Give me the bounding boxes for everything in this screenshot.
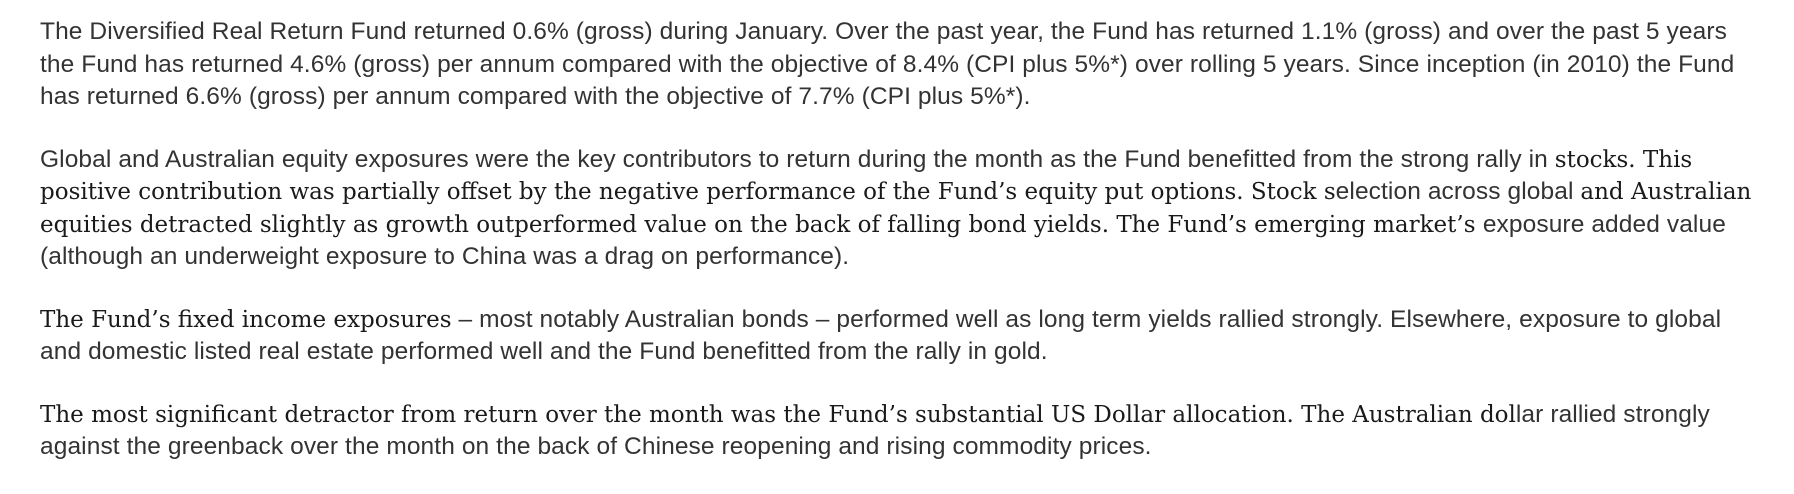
paragraph-equity-exposures: Global and Australian equity exposures w… <box>40 144 1760 274</box>
text-segment: The most significant detractor from retu… <box>40 401 1516 428</box>
text-segment: stocks. This positive contribution was p… <box>40 146 1693 206</box>
paragraph-fixed-income: The Fund’s fixed income exposures – most… <box>40 304 1760 369</box>
text-segment: – most notably Australian bonds – perfor… <box>40 305 1722 366</box>
paragraph-fund-returns: The Diversified Real Return Fund returne… <box>40 16 1760 114</box>
paragraph-currency-detractor: The most significant detractor from retu… <box>40 399 1760 464</box>
text-segment: The Diversified Real Return Fund returne… <box>40 18 1735 110</box>
text-segment: Global and Australian equity exposures w… <box>40 145 1555 173</box>
text-segment: election across global <box>1335 178 1581 205</box>
document-body: The Diversified Real Return Fund returne… <box>40 16 1760 494</box>
text-segment: exposure added value (although an underw… <box>40 210 1726 271</box>
text-segment: The Fund’s fixed income exposures <box>40 306 452 333</box>
text-segment: lar rallied strongly against the greenba… <box>40 400 1710 461</box>
text-segment: and Australian equities detracted slight… <box>40 179 1752 238</box>
